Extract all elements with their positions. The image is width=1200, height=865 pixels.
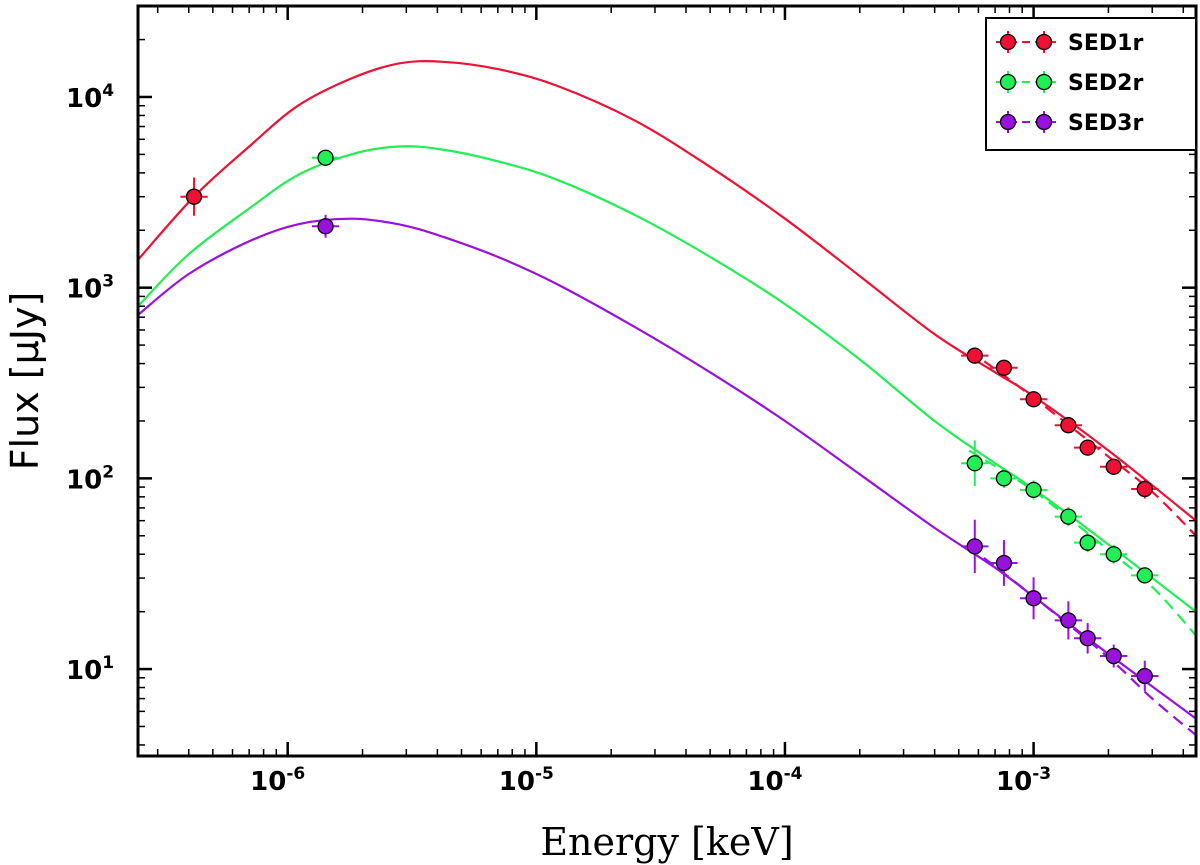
- sed2r-point: [1073, 533, 1102, 553]
- sed2r-marker: [1060, 508, 1077, 525]
- legend-marker: [999, 33, 1017, 51]
- sed3r-point: [1131, 660, 1159, 692]
- sed1r-marker: [995, 359, 1013, 376]
- sed3r-marker: [1060, 612, 1077, 629]
- sed2r-marker: [1079, 534, 1096, 551]
- sed1r-point: [1019, 391, 1048, 408]
- x-tick-label: 10-6: [250, 764, 305, 797]
- y-tick-label: 102: [66, 462, 114, 495]
- sed2r-point: [1054, 507, 1083, 527]
- sed3r-point: [961, 519, 989, 574]
- legend-box: [985, 17, 1197, 151]
- sed1r-marker: [1079, 439, 1096, 456]
- legend-marker: [1035, 73, 1053, 91]
- sed3r-marker: [317, 218, 334, 235]
- x-tick-label: 10-4: [747, 764, 802, 797]
- plot-frame: [136, 4, 1198, 758]
- sed2r-point: [1100, 544, 1128, 564]
- x-tick-label: 10-5: [499, 764, 554, 797]
- y-axis-title: Flux [μJy]: [3, 292, 47, 471]
- x-axis-title: Energy [keV]: [540, 820, 793, 864]
- sed3r-point: [1054, 601, 1083, 640]
- sed1r-point: [990, 359, 1018, 376]
- sed2r-model-line: [138, 145, 1196, 613]
- sed3r-marker: [1105, 647, 1122, 665]
- y-tick-label: 103: [66, 272, 114, 305]
- sed1r-point: [180, 177, 208, 216]
- legend: SED1r SED2r SED3r: [985, 17, 1197, 151]
- sed2r-point: [961, 440, 989, 487]
- sed1r-point: [961, 347, 989, 364]
- major-ticks: [138, 6, 1196, 756]
- sed3r-marker: [995, 554, 1013, 572]
- sed2r-point: [1131, 567, 1159, 584]
- sed2r-point: [1019, 480, 1048, 500]
- sed2r-marker: [1025, 481, 1042, 499]
- sed3r-marker: [1079, 630, 1096, 647]
- sed1r-point: [1073, 439, 1102, 456]
- sed3r-point: [1019, 577, 1048, 620]
- sed3r-marker: [1025, 590, 1042, 607]
- sed2r-marker: [995, 470, 1013, 487]
- sed1r-marker: [966, 347, 983, 364]
- sed3r-point: [1100, 644, 1128, 668]
- sed1r-marker: [1025, 391, 1042, 408]
- sed3r-model-dashed-line: [968, 545, 1196, 737]
- sed3r-point: [1073, 623, 1102, 654]
- sed2r-point: [311, 149, 340, 166]
- y-tick-label: 104: [66, 81, 114, 114]
- sed3r-marker: [966, 538, 983, 555]
- sed1r-point: [1131, 479, 1159, 499]
- sed2r-marker: [1105, 546, 1122, 563]
- legend-marker: [1035, 33, 1053, 51]
- data-points: [180, 149, 1159, 692]
- legend-entry-sed3r: SED3r: [996, 111, 1143, 136]
- sed3r-marker: [1136, 667, 1153, 685]
- x-tick-labels: 10-6 10-5 10-4 10-3: [250, 764, 1051, 797]
- x-tick-label: 10-3: [996, 764, 1051, 797]
- y-tick-labels: 101 102 103 104: [66, 81, 114, 686]
- sed1r-point: [1054, 417, 1083, 434]
- sed2r-marker: [966, 455, 983, 472]
- legend-label: SED2r: [1068, 71, 1143, 96]
- legend-marker: [999, 73, 1017, 91]
- sed2r-marker: [317, 149, 334, 166]
- sed2r-point: [990, 468, 1018, 488]
- sed3r-model-line: [138, 217, 1196, 720]
- sed1r-model-dashed-line: [968, 349, 1196, 537]
- sed1r-marker: [185, 188, 203, 205]
- sed3r-point: [990, 540, 1018, 586]
- y-tick-label: 101: [66, 653, 114, 686]
- sed1r-point: [1100, 458, 1128, 475]
- legend-entry-sed1r: SED1r: [996, 31, 1143, 56]
- legend-label: SED1r: [1068, 31, 1143, 56]
- legend-entry-sed2r: SED2r: [996, 71, 1143, 96]
- legend-marker: [999, 113, 1017, 131]
- legend-marker: [1035, 113, 1053, 131]
- sed1r-marker: [1060, 417, 1077, 434]
- legend-label: SED3r: [1068, 111, 1143, 136]
- sed1r-marker: [1136, 480, 1153, 498]
- sed3r-point: [311, 214, 340, 238]
- sed1r-marker: [1105, 458, 1122, 475]
- sed1r-model-line: [138, 60, 1196, 522]
- sed2r-marker: [1136, 567, 1153, 584]
